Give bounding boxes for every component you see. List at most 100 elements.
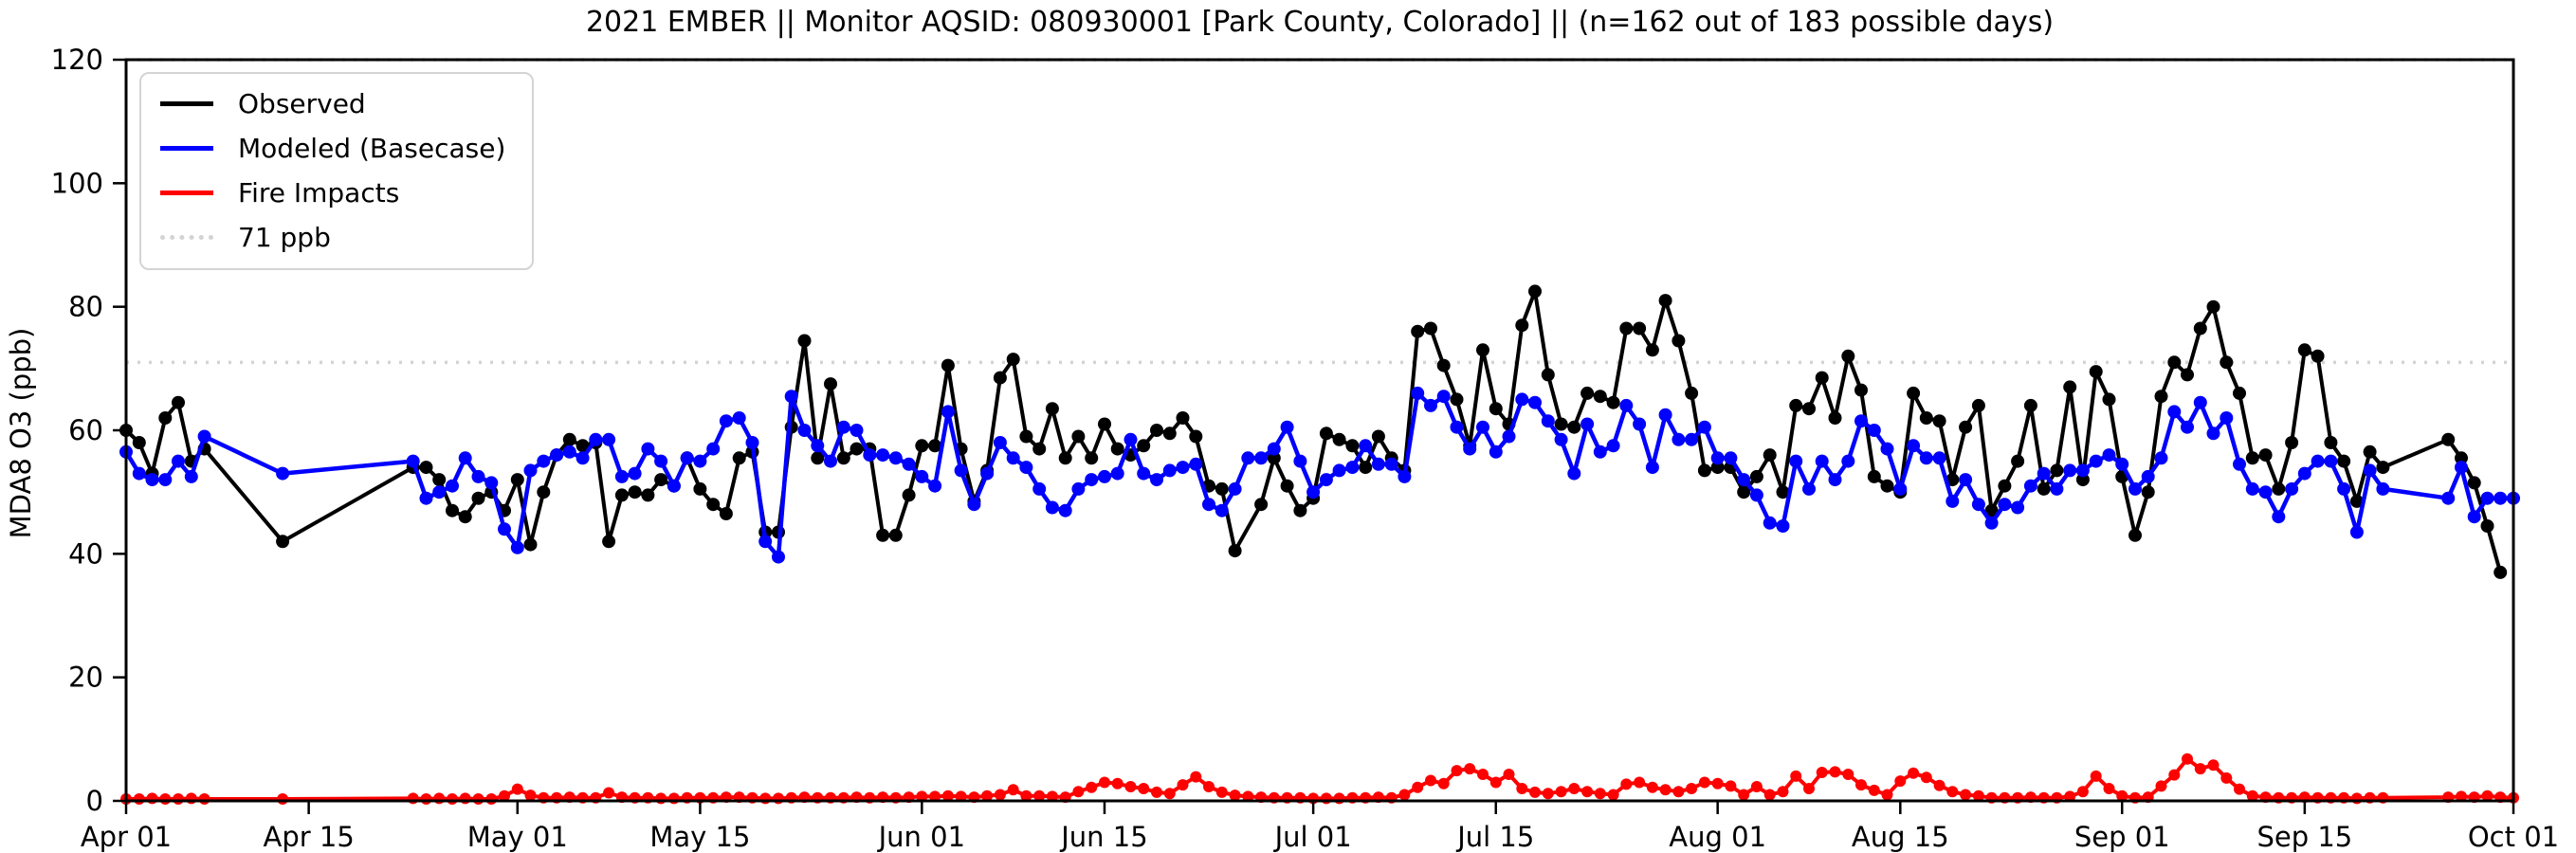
data-point [1619,321,1634,336]
data-point [915,439,929,453]
data-point [1685,386,1699,400]
data-point [824,377,837,391]
data-point [1489,402,1503,416]
data-point [1528,284,1542,299]
data-point [1881,789,1893,801]
data-point [1959,473,1973,487]
data-point [654,473,668,487]
data-point [1842,769,1854,780]
data-point [1672,786,1685,798]
data-point [693,454,707,468]
data-point [850,442,864,456]
data-point [1984,503,1999,517]
x-tick-label: Apr 15 [263,821,354,853]
data-point [993,436,1007,449]
data-point [2258,485,2273,499]
data-point [1477,769,1489,780]
data-point [1867,469,1881,483]
data-point [1697,420,1711,434]
data-point [1606,439,1620,453]
x-tick-label: Aug 15 [1852,821,1949,853]
data-point [1085,451,1099,465]
data-point [1789,454,1803,468]
data-point [1971,498,1985,512]
data-point [2182,753,2193,765]
data-point [929,790,941,803]
data-point [2297,466,2311,481]
data-point [2023,479,2037,493]
data-point [2376,481,2390,496]
legend-item-observed: Observed [160,85,505,121]
data-point [1749,469,1763,483]
data-point [2363,463,2377,478]
data-point [1633,321,1647,336]
data-point [446,479,459,493]
observed-series [119,284,2508,579]
data-point [459,792,471,805]
data-point [1633,417,1647,431]
data-point [2220,771,2233,784]
data-point [1359,461,1373,475]
data-point [1763,516,1777,530]
data-point [2376,461,2390,475]
data-point [1634,776,1646,789]
data-point [1098,417,1111,431]
data-point [1932,414,1946,428]
data-point [1162,463,1177,478]
data-point [1006,353,1020,367]
data-point [1737,473,1751,487]
data-point [655,792,667,805]
data-point [1658,294,1672,308]
data-point [758,535,773,549]
data-point [1724,451,1738,465]
data-point [1867,424,1881,437]
data-point [1436,358,1451,372]
legend: Observed Modeled (Basecase) Fire Impacts… [139,72,535,270]
data-point [1580,417,1595,431]
data-point [1606,395,1620,409]
data-point [575,451,590,465]
data-point [2103,783,2115,794]
data-point [1515,318,1529,333]
data-point [1293,503,1307,517]
data-point [1032,481,1047,496]
data-point [133,793,145,805]
data-point [2181,368,2194,382]
data-point [1959,420,1973,434]
data-point [2245,451,2259,465]
data-point [511,783,523,795]
data-point [1045,402,1059,416]
data-point [916,790,928,803]
data-point [198,793,210,805]
data-point [2102,448,2116,463]
data-point [888,451,903,465]
data-point [1110,442,1124,456]
data-point [1033,789,1046,802]
data-point [1293,454,1307,468]
data-point [2064,790,2076,803]
data-point [1411,324,1425,338]
modeled-basecase--series [119,386,2520,564]
data-point [1071,429,1086,444]
data-point [824,454,837,468]
data-point [146,792,158,805]
data-point [524,789,537,802]
legend-label: 71 ppb [238,221,331,253]
data-point [1672,334,1686,348]
data-point [641,488,655,502]
data-point [967,498,981,512]
data-point [2246,789,2258,802]
data-point [2075,463,2090,478]
data-point [1124,432,1138,446]
data-point [2481,789,2494,802]
data-point [1946,494,1960,508]
data-point [1802,481,1816,496]
data-point [2272,510,2286,524]
data-point [1841,454,1855,468]
data-point [2324,436,2338,449]
data-point [980,466,995,481]
data-point [472,793,484,805]
y-tick-label: 20 [68,662,103,694]
data-point [719,507,733,520]
